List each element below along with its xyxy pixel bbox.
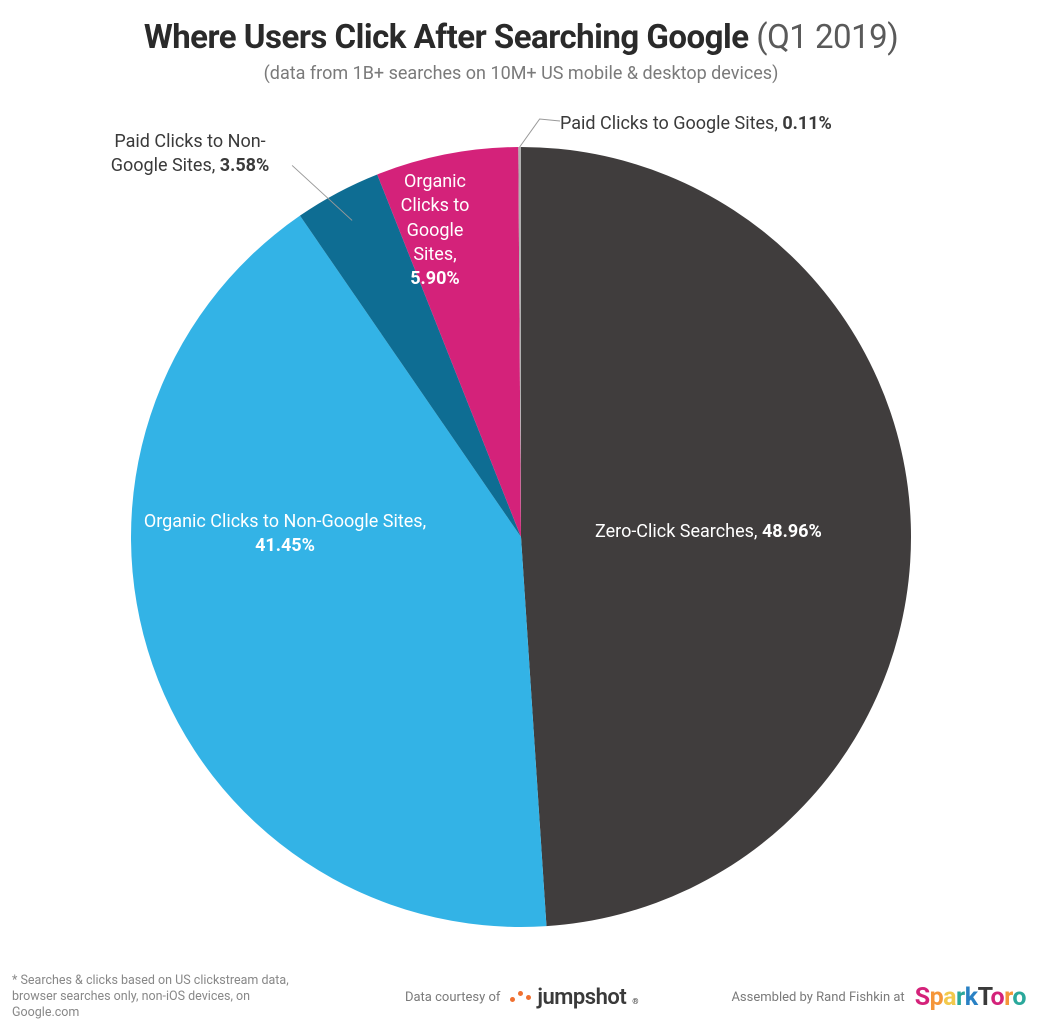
title-bold: Where Users Click After Searching Google: [144, 18, 749, 57]
chart-header: Where Users Click After Searching Google…: [0, 0, 1042, 84]
jumpshot-dots-icon: [510, 999, 531, 1004]
pie-chart: Paid Clicks to Google Sites, 0.11% Paid …: [0, 110, 1042, 964]
title-light: (Q1 2019): [756, 18, 898, 57]
jumpshot-logo: jumpshot®: [510, 985, 638, 1010]
chart-subtitle: (data from 1B+ searches on 10M+ US mobil…: [0, 63, 1042, 84]
slice-label-organic-google: OrganicClicks toGoogleSites,5.90%: [370, 170, 500, 291]
slice-label-paid-nongoogle: Paid Clicks to Non-Google Sites, 3.58%: [80, 130, 300, 179]
slice-label-zero-click: Zero-Click Searches, 48.96%: [595, 520, 955, 544]
chart-title: Where Users Click After Searching Google…: [0, 18, 1042, 57]
footnote: * Searches & clicks based on US clickstr…: [12, 973, 312, 1022]
sparktoro-logo: SparkToro: [915, 983, 1026, 1012]
slice-label-paid-google: Paid Clicks to Google Sites, 0.11%: [560, 112, 980, 136]
leader-line: [520, 119, 560, 147]
assembled-by: Assembled by Rand Fishkin at SparkToro: [731, 983, 1026, 1012]
slice-label-organic-nongoogle: Organic Clicks to Non-Google Sites,41.45…: [105, 510, 465, 559]
data-courtesy: Data courtesy of jumpshot®: [405, 985, 639, 1010]
chart-footer: * Searches & clicks based on US clickstr…: [0, 972, 1042, 1022]
